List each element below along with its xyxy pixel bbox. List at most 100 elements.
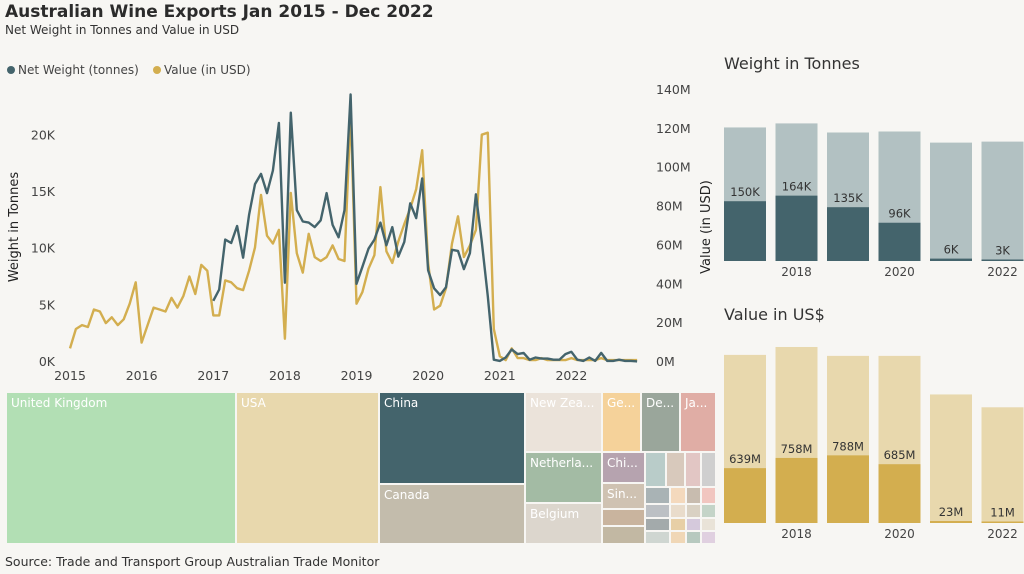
country-treemap: United Kingdom USA China Canada New Zea... Ge…: [6, 392, 716, 544]
weight-china-bar: [930, 258, 972, 261]
x-tick-label: 2015: [54, 368, 86, 383]
treemap-cell[interactable]: New Zea...: [525, 392, 602, 452]
treemap-cell-small[interactable]: [602, 526, 645, 544]
treemap-cell-small[interactable]: [645, 518, 670, 531]
treemap-cell[interactable]: Ge...: [602, 392, 641, 452]
value-china-bar: [827, 455, 869, 523]
treemap-cell[interactable]: De...: [641, 392, 680, 452]
x-tick-label: 2017: [197, 368, 229, 383]
treemap-cell-label: Belgium: [530, 507, 580, 521]
legend-value-label[interactable]: Value (in USD): [164, 63, 251, 77]
weight-x-tick-label: 2020: [884, 265, 915, 279]
treemap-cell-small[interactable]: [701, 487, 716, 504]
treemap-cell-small[interactable]: [701, 452, 716, 487]
treemap-cell-small[interactable]: [670, 504, 686, 518]
treemap-cell[interactable]: China: [379, 392, 525, 484]
weight-china-bar: [981, 259, 1024, 261]
y-axis-right-title: Value (in USD): [699, 180, 714, 274]
treemap-cell-small[interactable]: [686, 504, 701, 518]
treemap-cell-small[interactable]: [685, 452, 701, 487]
treemap-cell-small[interactable]: [666, 452, 685, 487]
treemap-cell-small[interactable]: [701, 504, 716, 518]
treemap-cell-small[interactable]: [670, 531, 686, 544]
legend-weight-marker: [7, 66, 15, 74]
treemap-cell-small[interactable]: [701, 531, 716, 544]
page-title: Australian Wine Exports Jan 2015 - Dec 2…: [5, 2, 434, 22]
y-tick-label-left: 15K: [31, 184, 56, 199]
y-tick-label-right: 40M: [656, 276, 683, 291]
x-tick-label: 2016: [126, 368, 158, 383]
value-x-tick-label: 2018: [781, 527, 812, 541]
treemap-cell[interactable]: Canada: [379, 484, 525, 544]
x-tick-label: 2020: [412, 368, 444, 383]
weight-data-label: 135K: [833, 191, 863, 205]
line-chart-series: [68, 93, 638, 363]
weight-data-label: 6K: [944, 243, 959, 257]
treemap-cell-small[interactable]: [686, 518, 701, 531]
value-total-bar: [930, 394, 972, 523]
weight-data-label: 96K: [888, 207, 911, 221]
x-tick-label: 2021: [484, 368, 516, 383]
value-data-label: 685M: [884, 448, 916, 462]
treemap-cell-small[interactable]: [645, 487, 670, 504]
treemap-cell[interactable]: United Kingdom: [6, 392, 236, 544]
weight-x-tick-label: 2022: [987, 265, 1018, 279]
page-subtitle: Net Weight in Tonnes and Value in USD: [5, 23, 240, 37]
y-axis-left-title: Weight in Tonnes: [7, 172, 22, 283]
y-tick-label-right: 120M: [656, 121, 691, 136]
treemap-cell-label: USA: [241, 396, 266, 410]
treemap-cell[interactable]: Ja...: [680, 392, 716, 452]
weight-china-bar: [775, 195, 818, 261]
value-china-bar: [930, 521, 972, 523]
weight-x-tick-label: 2018: [781, 265, 812, 279]
value-total-bar: [981, 407, 1024, 523]
treemap-cell-label: Ge...: [607, 396, 636, 410]
value-china-bar: [878, 464, 921, 523]
treemap-cell[interactable]: Netherla...: [525, 452, 602, 503]
treemap-cell[interactable]: Chi...: [602, 452, 645, 483]
y-tick-label-right: 140M: [656, 82, 691, 97]
treemap-cell-label: Ja...: [685, 396, 708, 410]
weight-china-bar: [724, 201, 766, 261]
treemap-cell-small[interactable]: [686, 487, 701, 504]
value-china-bar: [981, 521, 1024, 523]
treemap-cell-label: Chi...: [607, 456, 638, 470]
treemap-cell-small[interactable]: [686, 531, 701, 544]
value-data-label: 639M: [729, 452, 761, 466]
value-china-bar: [724, 468, 766, 523]
treemap-cell-small[interactable]: [645, 504, 670, 518]
treemap-cell-small[interactable]: [602, 509, 645, 526]
value-data-label: 758M: [781, 442, 813, 456]
treemap-cell-small[interactable]: [670, 487, 686, 504]
legend-weight-label[interactable]: Net Weight (tonnes): [18, 63, 139, 77]
treemap-cell[interactable]: Belgium: [525, 503, 602, 544]
source-note: Source: Trade and Transport Group Austra…: [5, 554, 380, 569]
y-tick-label-left: 5K: [39, 297, 56, 312]
weight-china-bar: [827, 207, 869, 261]
treemap-cell-small[interactable]: [701, 518, 716, 531]
treemap-cell-label: United Kingdom: [11, 396, 108, 410]
treemap-cell-small[interactable]: [670, 518, 686, 531]
weight-total-bar: [930, 142, 972, 261]
treemap-cell-label: Sin...: [607, 487, 637, 501]
y-tick-label-right: 100M: [656, 160, 691, 175]
y-tick-label-right: 60M: [656, 237, 683, 252]
treemap-cell[interactable]: USA: [236, 392, 379, 544]
line-chart-axes: 2015 2016 2017 2018 2019 2020 2021 2022 0K 5K 10K 1…: [31, 82, 691, 383]
legend-value-marker: [153, 66, 161, 74]
y-tick-label-left: 20K: [31, 127, 56, 142]
value-data-label: 788M: [832, 439, 864, 453]
y-tick-label-right: 20M: [656, 315, 683, 330]
treemap-cell[interactable]: Sin...: [602, 483, 645, 509]
treemap-cell-small[interactable]: [645, 452, 666, 487]
value-china-bar: [775, 457, 818, 523]
treemap-cell-label: Canada: [384, 488, 430, 502]
value-series-line: [68, 110, 638, 362]
weight-bar-chart: 150K 164K 2018 135K 96K 2020 6K 3K 2022: [724, 123, 1024, 279]
treemap-cell-label: New Zea...: [530, 396, 595, 410]
treemap-cell-small[interactable]: [645, 531, 670, 544]
y-tick-label-right: 0M: [656, 354, 675, 369]
line-legend: Net Weight (tonnes) Value (in USD): [7, 63, 251, 77]
x-tick-label: 2018: [269, 368, 301, 383]
